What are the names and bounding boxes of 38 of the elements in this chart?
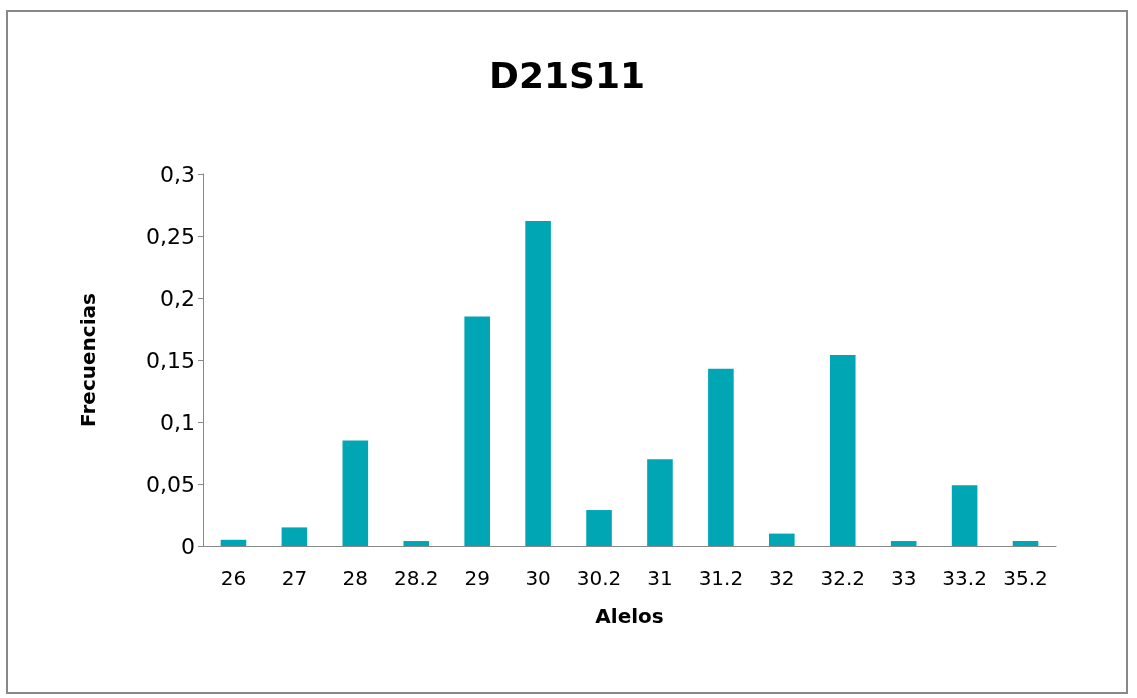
x-tick-label: 33.2 [942, 566, 987, 590]
bar [951, 485, 978, 546]
x-tick-label: 35.2 [1003, 566, 1048, 590]
x-tick-label: 31 [647, 566, 673, 590]
x-tick-label: 27 [281, 566, 308, 590]
bar [829, 355, 856, 546]
x-tick-label: 28 [342, 566, 369, 590]
y-tick-label: 0,1 [160, 409, 195, 435]
chart-title: D21S11 [488, 54, 646, 96]
x-tick-label: 28.2 [393, 566, 439, 590]
y-tick-label: 0,25 [146, 223, 195, 249]
x-tick-label: 30 [525, 566, 551, 590]
y-tick-label: 0,3 [160, 161, 195, 187]
x-tick-label: 30.2 [576, 566, 622, 590]
bar [586, 510, 612, 546]
bar [890, 541, 917, 546]
bar [525, 221, 551, 546]
y-tick-label: 0,2 [160, 285, 195, 311]
x-tick-label: 31.2 [698, 566, 744, 590]
bar [769, 533, 795, 546]
x-tick-label: 26 [220, 566, 247, 590]
bar [647, 459, 673, 546]
x-axis-title: Alelos [595, 604, 664, 628]
y-tick-label: 0,15 [146, 347, 195, 373]
bar [342, 440, 369, 546]
bar [1012, 541, 1039, 546]
bar [464, 316, 490, 546]
x-tick-label: 33 [890, 566, 917, 590]
y-axis-title: Frecuencias [76, 293, 100, 427]
x-tick-label: 29 [464, 566, 490, 590]
bar [708, 368, 734, 546]
bar [281, 527, 308, 546]
bar [403, 541, 430, 546]
y-tick-label: 0,05 [146, 471, 195, 497]
x-tick-label: 32.2 [820, 566, 866, 590]
x-tick-label: 32 [769, 566, 795, 590]
bar [220, 539, 247, 546]
y-tick-label: 0 [181, 533, 195, 559]
